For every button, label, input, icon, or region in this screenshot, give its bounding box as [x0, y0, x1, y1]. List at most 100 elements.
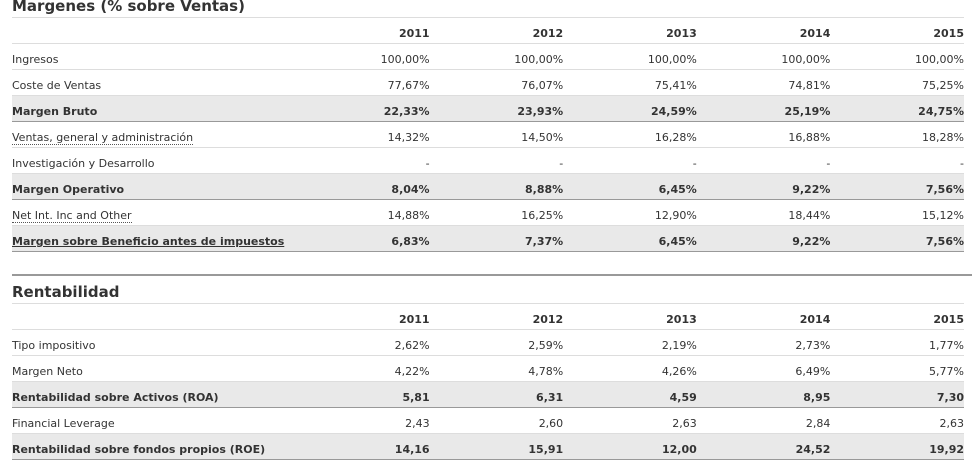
- value-cell: 16,88%: [696, 121, 831, 148]
- value-cell: 14,32%: [296, 121, 430, 148]
- value-cell: 2,63: [563, 407, 697, 434]
- year-header: 2013: [563, 17, 697, 44]
- row-label: Margen Neto: [12, 365, 83, 378]
- row-label: Financial Leverage: [12, 417, 115, 430]
- section-title: Rentabilidad: [12, 274, 972, 303]
- table-row: Margen sobre Beneficio antes de impuesto…: [12, 225, 964, 252]
- value-cell: 8,88%: [429, 173, 564, 200]
- value-cell: 100,00%: [296, 43, 430, 70]
- value-cell: 76,07%: [429, 69, 564, 96]
- section-title: Margenes (% sobre Ventas): [12, 0, 245, 15]
- value-cell: -: [429, 147, 564, 174]
- table-row: Financial Leverage 2,43 2,60 2,63 2,84 2,63: [12, 407, 964, 434]
- year-header: 2015: [830, 17, 964, 44]
- row-label: Rentabilidad sobre fondos propios (ROE): [12, 443, 266, 456]
- value-cell: 12,00: [563, 433, 697, 460]
- value-cell: 2,59%: [429, 329, 564, 356]
- value-cell: 74,81%: [696, 69, 831, 96]
- value-cell: 9,22%: [696, 225, 831, 252]
- value-cell: 6,31: [429, 381, 564, 408]
- table-row: Margen Bruto 22,33% 23,93% 24,59% 25,19% 24,7…: [12, 95, 964, 122]
- value-cell: -: [830, 147, 964, 174]
- value-cell: 24,52: [696, 433, 831, 460]
- year-header: 2014: [696, 17, 831, 44]
- row-label-cell: Margen sobre Beneficio antes de impuesto…: [12, 225, 296, 252]
- data-table: 2011 2012 2013 2014 2015 Tipo impositivo 2,62%…: [12, 303, 964, 460]
- row-label: Net Int. Inc and Other: [12, 209, 132, 223]
- year-header: 2011: [296, 303, 430, 330]
- row-label-cell: Tipo impositivo: [12, 329, 296, 356]
- row-label: Coste de Ventas: [12, 79, 102, 92]
- row-label: Investigación y Desarrollo: [12, 157, 155, 170]
- value-cell: 75,25%: [830, 69, 964, 96]
- row-label: Ventas, general y administración: [12, 131, 194, 145]
- value-cell: 24,75%: [830, 95, 964, 122]
- value-cell: 1,77%: [830, 329, 964, 356]
- value-cell: 14,88%: [296, 199, 430, 226]
- year-header: 2015: [830, 303, 964, 330]
- value-cell: -: [563, 147, 697, 174]
- value-cell: 8,04%: [296, 173, 430, 200]
- value-cell: 6,45%: [563, 225, 697, 252]
- page: Margenes (% sobre Ventas) 2011 2012 2013 201…: [12, 0, 972, 460]
- value-cell: 6,49%: [696, 355, 831, 382]
- value-cell: 15,12%: [830, 199, 964, 226]
- row-label-cell: Coste de Ventas: [12, 69, 296, 96]
- value-cell: 2,73%: [696, 329, 831, 356]
- row-label: Margen Operativo: [12, 183, 125, 196]
- table-row: Rentabilidad sobre fondos propios (ROE) 1…: [12, 433, 964, 460]
- value-cell: 2,63: [830, 407, 964, 434]
- table-row: Tipo impositivo 2,62% 2,59% 2,19% 2,73% 1,77%: [12, 329, 964, 356]
- value-cell: 2,84: [696, 407, 831, 434]
- year-header: 2014: [696, 303, 831, 330]
- row-label: Margen sobre Beneficio antes de impuesto…: [12, 235, 285, 248]
- row-label-cell: Margen Bruto: [12, 95, 296, 122]
- row-label: Ingresos: [12, 53, 59, 66]
- value-cell: 4,22%: [296, 355, 430, 382]
- value-cell: 100,00%: [696, 43, 831, 70]
- value-cell: 2,60: [429, 407, 564, 434]
- value-cell: -: [296, 147, 430, 174]
- header-row: 2011 2012 2013 2014 2015: [12, 17, 964, 44]
- value-cell: 18,28%: [830, 121, 964, 148]
- header-cell: [12, 17, 296, 44]
- value-cell: 7,56%: [830, 225, 964, 252]
- value-cell: 7,37%: [429, 225, 564, 252]
- value-cell: 6,45%: [563, 173, 697, 200]
- table-row: Ingresos 100,00% 100,00% 100,00% 100,00% 100,…: [12, 43, 964, 70]
- value-cell: 4,26%: [563, 355, 697, 382]
- row-label-cell: Net Int. Inc and Other: [12, 199, 296, 226]
- row-label-cell: Ingresos: [12, 43, 296, 70]
- row-label-cell: Rentabilidad sobre fondos propios (ROE): [12, 433, 296, 460]
- value-cell: 4,59: [563, 381, 697, 408]
- table-row: Coste de Ventas 77,67% 76,07% 75,41% 74,81% 7…: [12, 69, 964, 96]
- value-cell: 6,83%: [296, 225, 430, 252]
- value-cell: 18,44%: [696, 199, 831, 226]
- data-table: 2011 2012 2013 2014 2015 Ingresos 100,00% 100,0…: [12, 17, 964, 252]
- value-cell: 7,56%: [830, 173, 964, 200]
- row-label-cell: Margen Neto: [12, 355, 296, 382]
- table-row: Ventas, general y administración 14,32% 14…: [12, 121, 964, 148]
- year-header: 2013: [563, 303, 697, 330]
- value-cell: 4,78%: [429, 355, 564, 382]
- value-cell: 8,95: [696, 381, 831, 408]
- row-label: Margen Bruto: [12, 105, 98, 118]
- value-cell: 19,92: [830, 433, 964, 460]
- table-row: Margen Neto 4,22% 4,78% 4,26% 6,49% 5,77%: [12, 355, 964, 382]
- value-cell: 23,93%: [429, 95, 564, 122]
- value-cell: 25,19%: [696, 95, 831, 122]
- value-cell: 14,16: [296, 433, 430, 460]
- year-header: 2011: [296, 17, 430, 44]
- header-cell: [12, 303, 296, 330]
- value-cell: 2,43: [296, 407, 430, 434]
- value-cell: 22,33%: [296, 95, 430, 122]
- value-cell: 12,90%: [563, 199, 697, 226]
- value-cell: 100,00%: [429, 43, 564, 70]
- value-cell: 100,00%: [563, 43, 697, 70]
- row-label-cell: Rentabilidad sobre Activos (ROA): [12, 381, 296, 408]
- value-cell: 100,00%: [830, 43, 964, 70]
- row-label: Tipo impositivo: [12, 339, 96, 352]
- table-row: Investigación y Desarrollo - - - - -: [12, 147, 964, 174]
- row-label-cell: Margen Operativo: [12, 173, 296, 200]
- value-cell: 16,28%: [563, 121, 697, 148]
